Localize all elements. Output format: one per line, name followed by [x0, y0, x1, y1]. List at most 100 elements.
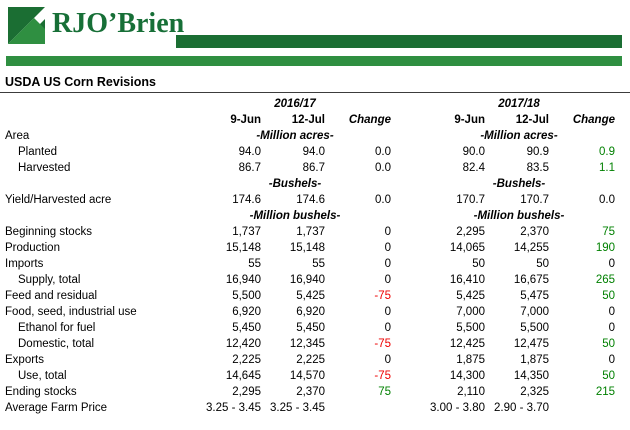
value-cell: 0.0 [375, 162, 391, 174]
value-cell: 12,420 [225, 338, 261, 350]
value-cell: 1,875 [520, 354, 549, 366]
value-cell: -75 [374, 338, 391, 350]
value-cell: 83.5 [526, 162, 549, 174]
value-cell: 12,345 [289, 338, 325, 350]
col-header-change: Change [572, 114, 615, 126]
rjo-logo-wordmark: RJO’Brien [52, 8, 185, 39]
unit-row: Area -Million acres- -Million acres- [5, 128, 630, 144]
value-cell: 0 [384, 242, 391, 254]
col-header-9jun: 9-Jun [230, 114, 261, 126]
value-cell: 14,645 [225, 370, 261, 382]
page-title: USDA US Corn Revisions [5, 75, 156, 89]
col-header-9jun: 9-Jun [454, 114, 485, 126]
table-row: Harvested 86.7 86.7 0.0 82.4 83.5 1.1 [5, 160, 630, 176]
value-cell: 2,225 [296, 354, 325, 366]
table-row: Production 15,148 15,148 0 14,065 14,255 190 [5, 240, 630, 256]
value-cell: 15,148 [289, 242, 325, 254]
value-cell: 265 [595, 274, 615, 286]
value-cell: 6,920 [232, 306, 261, 318]
table-row: Ethanol for fuel 5,450 5,450 0 5,500 5,500 0 [5, 320, 630, 336]
value-cell: 14,065 [449, 242, 485, 254]
value-cell: 0 [384, 354, 391, 366]
value-cell: 86.7 [302, 162, 325, 174]
value-cell: 50 [602, 370, 615, 382]
value-cell: 75 [378, 386, 391, 398]
value-cell: 0 [608, 322, 615, 334]
column-header-row: 9-Jun 12-Jul Change 9-Jun 12-Jul Change [5, 112, 630, 128]
unit-label: -Bushels- [268, 178, 322, 190]
value-cell: 5,475 [520, 290, 549, 302]
unit-label: -Million acres- [256, 130, 334, 142]
value-cell: 0 [384, 258, 391, 270]
value-cell: 1,737 [232, 226, 261, 238]
value-cell: 0 [384, 322, 391, 334]
value-cell: 5,450 [232, 322, 261, 334]
table-row: Food, seed, industrial use 6,920 6,920 0 7,0… [5, 304, 630, 320]
value-cell: 90.9 [526, 146, 549, 158]
corn-revisions-table: 2016/17 2017/18 9-Jun 12-Jul Change 9-Ju… [5, 96, 630, 416]
value-cell: 75 [602, 226, 615, 238]
col-header-12jul: 12-Jul [515, 114, 549, 126]
value-cell: 2,370 [296, 386, 325, 398]
value-cell: 14,570 [289, 370, 325, 382]
value-cell: 3.25 - 3.45 [270, 402, 325, 414]
value-cell: 3.25 - 3.45 [206, 402, 261, 414]
value-cell: 2,295 [456, 226, 485, 238]
value-cell: 1,875 [456, 354, 485, 366]
table-row: Feed and residual 5,500 5,425 -75 5,425 5,475… [5, 288, 630, 304]
value-cell: 5,450 [296, 322, 325, 334]
col-header-12jul: 12-Jul [291, 114, 325, 126]
value-cell: 12,425 [449, 338, 485, 350]
row-label: Domestic, total [18, 338, 95, 350]
table-row: Supply, total 16,940 16,940 0 16,410 16,675 26… [5, 272, 630, 288]
value-cell: 50 [536, 258, 549, 270]
value-cell: -75 [374, 370, 391, 382]
value-cell: 0 [384, 274, 391, 286]
value-cell: 0.9 [599, 146, 615, 158]
value-cell: 7,000 [520, 306, 549, 318]
table-row: Use, total 14,645 14,570 -75 14,300 14,350 50 [5, 368, 630, 384]
value-cell: 14,300 [449, 370, 485, 382]
value-cell: 86.7 [238, 162, 261, 174]
value-cell: 2,325 [520, 386, 549, 398]
value-cell: 94.0 [302, 146, 325, 158]
value-cell: 0.0 [599, 194, 615, 206]
value-cell: 0 [608, 258, 615, 270]
row-label: Average Farm Price [5, 402, 108, 414]
row-label: Use, total [18, 370, 67, 382]
row-label: Feed and residual [5, 290, 98, 302]
row-label: Yield/Harvested acre [5, 194, 112, 206]
table-row: Imports 55 55 0 50 50 0 [5, 256, 630, 272]
row-label: Supply, total [18, 274, 81, 286]
value-cell: 174.6 [296, 194, 325, 206]
brand-header: RJO’Brien [0, 0, 630, 50]
table-row: Exports 2,225 2,225 0 1,875 1,875 0 [5, 352, 630, 368]
table-row: Ending stocks 2,295 2,370 75 2,110 2,325 215 [5, 384, 630, 400]
value-cell: 5,425 [296, 290, 325, 302]
row-label: Production [5, 242, 60, 254]
value-cell: 55 [312, 258, 325, 270]
value-cell: 14,350 [513, 370, 549, 382]
row-label: Area [5, 130, 30, 142]
table-body: Area -Million acres- -Million acres- Plante… [5, 128, 630, 416]
table-row: Beginning stocks 1,737 1,737 0 2,295 2,370 75 [5, 224, 630, 240]
value-cell: 6,920 [296, 306, 325, 318]
table-row: Average Farm Price 3.25 - 3.45 3.25 - 3.45… [5, 400, 630, 416]
value-cell: 1,737 [296, 226, 325, 238]
value-cell: 50 [602, 338, 615, 350]
value-cell: 90.0 [462, 146, 485, 158]
unit-row: -Million bushels- -Million bushels- [5, 208, 630, 224]
title-rule [0, 92, 630, 93]
value-cell: 2,110 [457, 386, 485, 398]
brand-bar-light [6, 56, 622, 66]
value-cell: 0 [608, 306, 615, 318]
unit-label: -Million bushels- [473, 210, 565, 222]
value-cell: 14,255 [513, 242, 549, 254]
row-label: Ending stocks [5, 386, 77, 398]
year-header-row: 2016/17 2017/18 [5, 96, 630, 112]
row-label: Exports [5, 354, 44, 366]
value-cell: 50 [472, 258, 485, 270]
value-cell: 12,475 [513, 338, 549, 350]
value-cell: 190 [595, 242, 615, 254]
